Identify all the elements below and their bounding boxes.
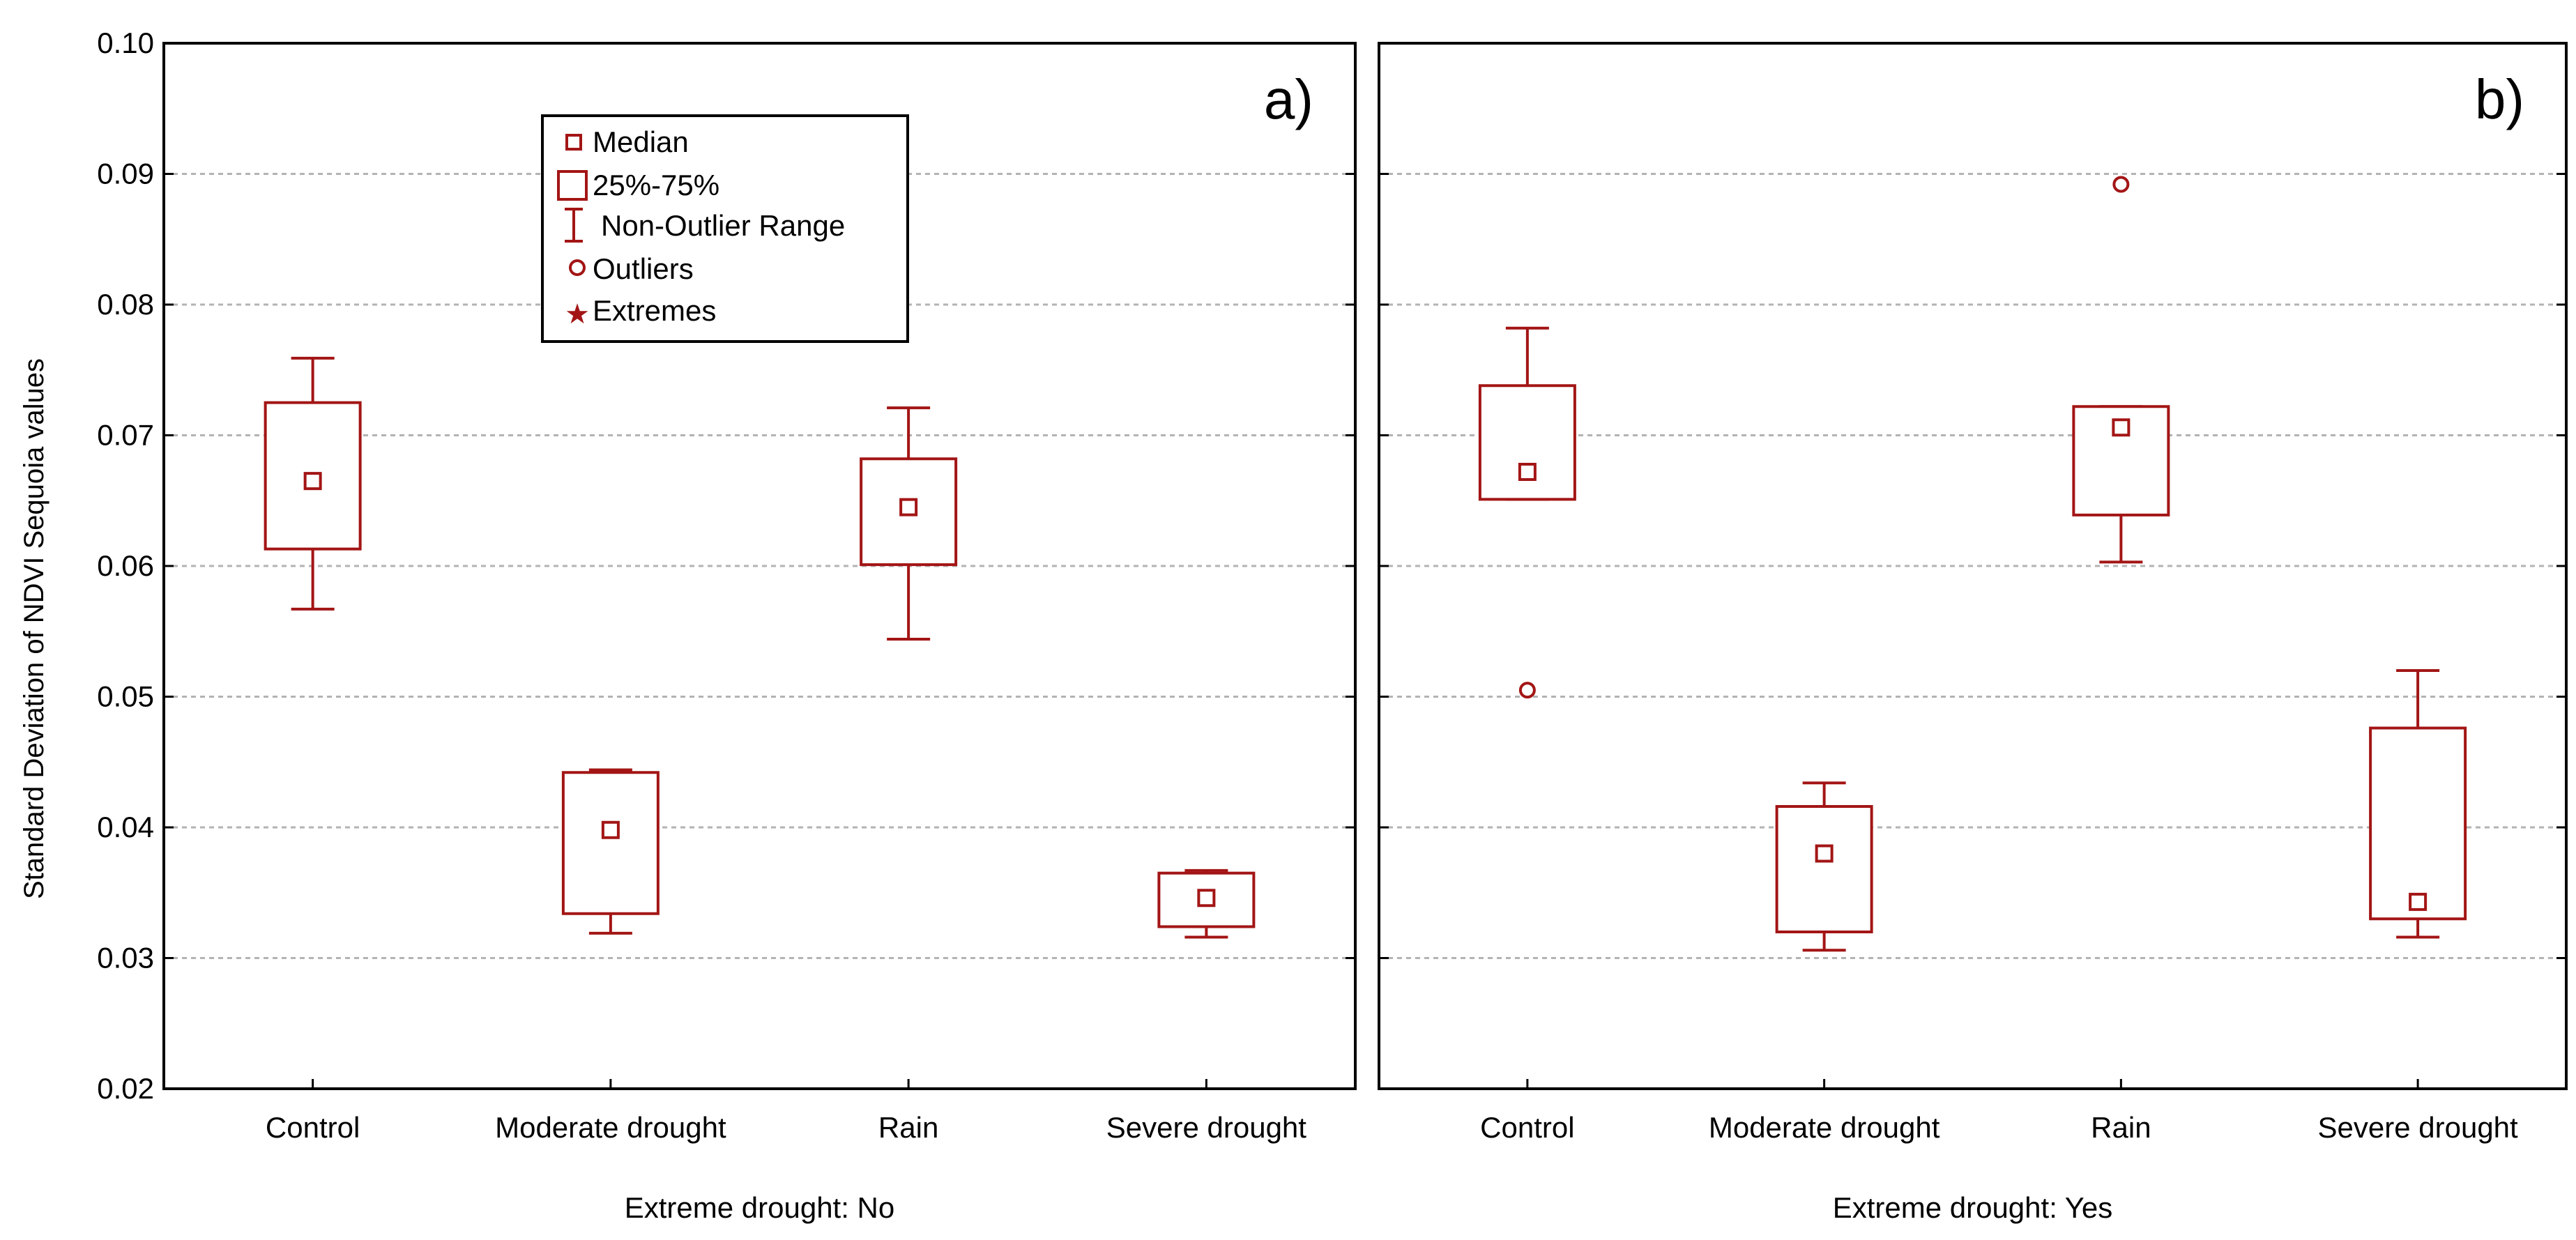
legend-label-extremes: Extremes xyxy=(593,294,716,327)
panel-a-moderate-drought-median xyxy=(601,820,620,839)
legend-extreme-icon: ★ xyxy=(565,299,590,330)
panel-b-y-ticks xyxy=(1379,42,2566,1090)
panel-a-x-tick-label-rain: Rain xyxy=(878,1111,938,1144)
panel-a-x-tick-label-moderate-drought: Moderate drought xyxy=(495,1111,726,1144)
y-tick-label: 0.06 xyxy=(97,549,154,582)
panel-b-x-tick-label-control: Control xyxy=(1480,1111,1574,1144)
panel-b-x-ticks: Control Moderate drought Rain Severe drough… xyxy=(1480,1079,2518,1144)
panel-a-tag: a) xyxy=(1264,68,1313,130)
panel-b-boxes xyxy=(1478,176,2467,952)
panel-b-x-tick-label-severe-drought: Severe drought xyxy=(2318,1111,2519,1144)
panel-a-moderate-drought-box xyxy=(561,771,660,915)
legend-label-box: 25%-75% xyxy=(593,169,719,201)
panel-a-control-median xyxy=(303,472,322,491)
legend-label-outliers: Outliers xyxy=(593,252,694,285)
panel-b-severe-drought-box xyxy=(2369,726,2467,921)
y-axis-label: Standard Deviation of NDVI Sequoia value… xyxy=(19,358,49,899)
y-tick-label: 0.08 xyxy=(97,288,154,321)
legend-outlier-icon xyxy=(569,259,586,276)
panel-b-severe-drought-median xyxy=(2409,892,2428,911)
panel-a: 0.02 0.03 0.04 0.05 0.06 0.07 0.08 0.09 0.10 Con… xyxy=(97,26,1357,1224)
legend-frame xyxy=(541,114,909,343)
y-tick-label: 0.07 xyxy=(97,419,154,452)
panel-b-rain-outlier xyxy=(2112,176,2130,193)
panel-a-severe-drought-box xyxy=(1157,871,1256,928)
panel-a-rain-median xyxy=(899,498,918,516)
y-tick-label: 0.02 xyxy=(97,1072,154,1105)
panel-b-x-tick-label-rain: Rain xyxy=(2091,1111,2151,1144)
legend-median-icon xyxy=(565,134,582,151)
panel-a-x-tick-label-severe-drought: Severe drought xyxy=(1106,1111,1307,1144)
legend-whisker-icon xyxy=(565,208,583,243)
panel-a-x-ticks: Control Moderate drought Rain Severe drough… xyxy=(266,1079,1306,1144)
legend-label-whisker: Non-Outlier Range xyxy=(601,209,845,242)
panel-b-moderate-drought-box xyxy=(1775,805,1873,933)
panel-b-control-box xyxy=(1478,384,1576,501)
y-tick-label: 0.05 xyxy=(97,680,154,713)
y-tick-label: 0.09 xyxy=(97,158,154,190)
panel-a-y-ticks: 0.02 0.03 0.04 0.05 0.06 0.07 0.08 0.09 0.10 xyxy=(97,26,1355,1105)
legend-box-icon xyxy=(557,170,588,201)
panel-b-rain-median xyxy=(2112,418,2131,437)
panel-a-severe-drought-median xyxy=(1197,889,1216,908)
panel-a-boxes xyxy=(264,356,1256,939)
y-tick-label: 0.10 xyxy=(97,26,154,59)
panel-a-x-axis-label: Extreme drought: No xyxy=(625,1191,895,1224)
panel-a-x-tick-label-control: Control xyxy=(266,1111,360,1144)
y-tick-label: 0.03 xyxy=(97,942,154,974)
legend-label-median: Median xyxy=(593,125,689,158)
panel-b-control-median xyxy=(1518,463,1537,481)
panel-b-gridlines xyxy=(1379,173,2566,959)
legend: Median 25%-75% Non-Outlier Range Outlier… xyxy=(541,114,909,343)
panel-b-x-tick-label-moderate-drought: Moderate drought xyxy=(1709,1111,1940,1144)
panel-b-tag: b) xyxy=(2475,68,2524,130)
panel-b-control-outlier xyxy=(1518,682,1536,699)
y-tick-label: 0.04 xyxy=(97,811,154,843)
panel-b-moderate-drought-median xyxy=(1815,844,1834,863)
panel-b-x-axis-label: Extreme drought: Yes xyxy=(1833,1191,2113,1224)
panel-b: Control Moderate drought Rain Severe drough… xyxy=(1378,42,2568,1224)
